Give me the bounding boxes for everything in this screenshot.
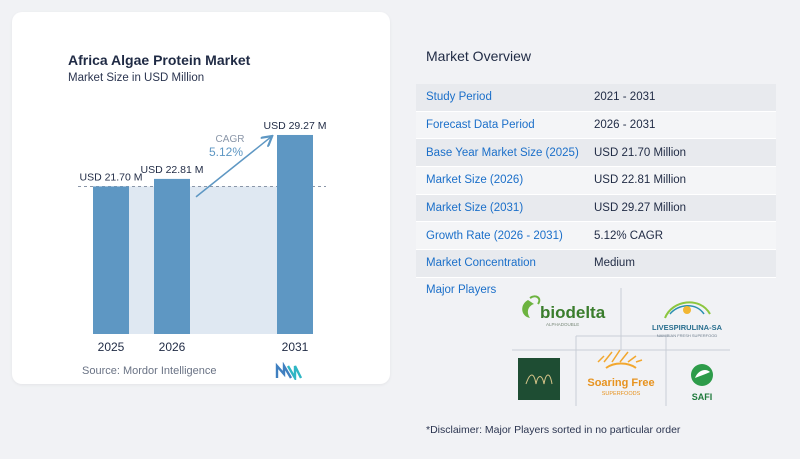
chart-subtitle: Market Size in USD Million	[68, 72, 205, 84]
bar-2025	[93, 186, 129, 334]
row-value: USD 29.27 Million	[594, 202, 687, 215]
value-label-2031: USD 29.27 M	[263, 120, 326, 132]
x-tick-2031: 2031	[282, 340, 309, 354]
major-players-grid: biodelta ALPHADOUBLE LIVESPIRULINA-SA NA…	[512, 288, 730, 406]
soaring-free-tagline: SUPERFOODS	[602, 391, 641, 397]
bar-2031	[277, 134, 313, 334]
biodelta-tagline: ALPHADOUBLE	[546, 322, 579, 327]
row-label: Study Period	[426, 91, 492, 104]
overview-row: Growth Rate (2026 - 2031) 5.12% CAGR	[416, 222, 776, 251]
livespirulina-tagline: NAMIBIAN FRESH SUPERFOOD	[657, 333, 718, 338]
overview-row: Forecast Data Period 2026 - 2031	[416, 111, 776, 140]
bar-chart: USD 21.70 M 2025 USD 22.81 M 2026 USD 29.27 …	[78, 120, 327, 354]
soaring-free-name: Soaring Free	[587, 377, 654, 389]
row-value: Medium	[594, 257, 635, 270]
row-value: 2026 - 2031	[594, 119, 656, 132]
row-label: Market Size (2026)	[426, 174, 524, 187]
overview-row: Market Concentration Medium	[416, 250, 776, 278]
disclaimer: *Disclaimer: Major Players sorted in no …	[426, 424, 681, 436]
cagr-value: 5.12%	[209, 145, 243, 159]
overview-title: Market Overview	[426, 48, 532, 64]
row-value: 2021 - 2031	[594, 91, 656, 104]
overview-table: Study Period 2021 - 2031 Forecast Data Pe…	[416, 84, 776, 278]
cagr-arrow	[195, 137, 271, 198]
livespirulina-name: LIVESPIRULINA-SA	[652, 323, 723, 332]
safi-logo: SAFI	[691, 364, 713, 402]
cagr-label: CAGR	[216, 134, 245, 145]
row-label: Market Size (2031)	[426, 202, 524, 215]
bar-2026	[154, 178, 190, 334]
row-label: Growth Rate (2026 - 2031)	[426, 229, 563, 242]
overview-row: Market Size (2026) USD 22.81 Million	[416, 167, 776, 195]
row-value: USD 21.70 Million	[594, 146, 687, 159]
row-label: Forecast Data Period	[426, 119, 535, 132]
value-label-2026: USD 22.81 M	[140, 164, 203, 176]
row-value: USD 22.81 Million	[594, 174, 687, 187]
row-value: 5.12% CAGR	[594, 229, 664, 242]
overview-row: Study Period 2021 - 2031	[416, 84, 776, 112]
x-tick-2026: 2026	[159, 340, 186, 354]
major-players-title: Major Players	[426, 284, 497, 296]
biodelta-logo: biodelta ALPHADOUBLE	[522, 295, 606, 327]
source-note: Source: Mordor Intelligence	[82, 365, 217, 377]
biodelta-name: biodelta	[540, 303, 606, 322]
value-label-2025: USD 21.70 M	[79, 171, 142, 183]
soaring-free-logo: Soaring Free SUPERFOODS	[587, 349, 655, 397]
livespirulina-logo: LIVESPIRULINA-SA NAMIBIAN FRESH SUPERFOO…	[652, 301, 723, 338]
row-label: Market Concentration	[426, 257, 536, 270]
green-square-logo	[518, 358, 560, 400]
overview-row: Base Year Market Size (2025) USD 21.70 Mi…	[416, 139, 776, 168]
overview-row: Market Size (2031) USD 29.27 Million	[416, 194, 776, 223]
safi-name: SAFI	[692, 392, 713, 402]
x-tick-2025: 2025	[98, 340, 125, 354]
chart-title: Africa Algae Protein Market	[68, 52, 251, 68]
row-label: Base Year Market Size (2025)	[426, 146, 579, 159]
mordor-intelligence-logo	[275, 362, 303, 380]
